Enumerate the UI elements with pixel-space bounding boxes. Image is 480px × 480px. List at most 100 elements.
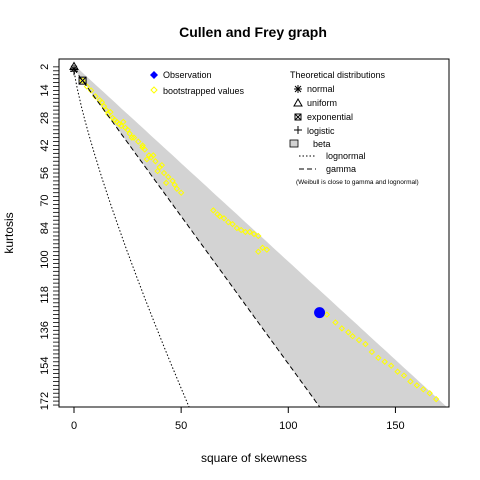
legend-right: Theoretical distributions normal uniform…: [289, 70, 419, 186]
bootstrap-point-67: [400, 372, 408, 379]
lognormal-line: [73, 68, 190, 407]
bootstrap-point-15: [120, 118, 127, 126]
bootstrap-point-20: [130, 134, 138, 141]
bootstrap-point-1: [83, 83, 91, 90]
theoretical-markers: [69, 61, 87, 85]
bootstrap-point-28: [160, 169, 168, 177]
bootstrap-point-44: [225, 218, 232, 226]
legend-normal: normal: [307, 84, 335, 94]
bootstrap-point-56: [332, 319, 339, 326]
y-tick-label-2: 28: [39, 112, 51, 124]
y-axis-label: kurtosis: [2, 212, 16, 253]
gamma-line: [73, 68, 321, 407]
bootstrap-point-30: [171, 181, 178, 189]
bootstrap-point-50: [250, 230, 258, 238]
bootstrap-point-36: [158, 161, 166, 169]
legend-exponential: exponential: [307, 112, 353, 122]
y-tick-label-7: 100: [39, 250, 51, 268]
uniform-legend-icon: [293, 97, 303, 107]
beta-legend-icon: [289, 139, 299, 148]
bootstrap-point-59: [349, 333, 356, 340]
y-tick-label-3: 42: [39, 139, 51, 151]
bootstrap-point-62: [368, 348, 376, 356]
bootstrap-point-54: [255, 248, 262, 255]
bootstrap-point-68: [407, 378, 414, 385]
bootstrap-point-7: [102, 106, 110, 114]
bootstrap-point-51: [255, 232, 262, 240]
bootstrap-point-25: [147, 154, 155, 161]
logistic-legend-icon: [294, 126, 302, 134]
bootstrap-point-18: [126, 130, 133, 137]
bootstrap-point-33: [143, 156, 151, 163]
bootstrap-point-23: [141, 146, 148, 153]
bootstrap-point-72: [432, 395, 440, 403]
exponential-legend-icon: [294, 113, 302, 121]
bootstrap-point-14: [117, 122, 125, 130]
bootstrap-point-17: [124, 126, 131, 133]
exponential-marker: [78, 76, 87, 85]
x-axis: 0 50 100 150: [71, 407, 405, 432]
y-tick-label-5: 70: [39, 194, 51, 206]
y-tick-label-6: 84: [39, 222, 51, 234]
normal-legend-icon: [294, 85, 302, 93]
legend-observation: Observation: [163, 70, 212, 80]
bootstrap-point-53: [263, 246, 271, 253]
x-axis-label: square of skewness: [201, 451, 307, 465]
bootstrap-points: [79, 77, 440, 403]
bootstrap-point-43: [220, 215, 228, 222]
bootstrap-point-0: [79, 77, 86, 84]
bootstrap-point-57: [338, 325, 346, 332]
legend-weibull-note: (Weibull is close to gamma and lognormal…: [296, 179, 419, 186]
bootstrap-point-47: [237, 226, 245, 234]
bootstrap-point-52: [259, 244, 266, 251]
bootstrap-point-26: [152, 158, 159, 165]
bootstrap-point-46: [233, 224, 241, 232]
observation-legend-icon: [150, 71, 158, 79]
bootstrap-point-49: [246, 228, 253, 236]
bootstrap-point-40: [210, 207, 217, 214]
chart-title: Cullen and Frey graph: [179, 24, 327, 40]
bootstrap-point-58: [345, 329, 352, 336]
y-tick-label-1: 14: [39, 84, 51, 96]
bootstrap-point-66: [394, 368, 401, 375]
bootstrap-point-64: [381, 358, 388, 365]
logistic-marker: [70, 67, 78, 76]
bootstrap-point-39: [173, 185, 181, 192]
legend-gamma: gamma: [326, 164, 356, 174]
y-axis: 2 14 28 42 56 70 84 100 118 136 154 172: [39, 64, 59, 410]
bootstrap-point-48: [242, 228, 249, 236]
bootstrap-point-9: [107, 108, 114, 116]
x-tick-label-3: 150: [386, 420, 404, 432]
legend-left: Observation bootstrapped values: [150, 70, 245, 96]
bootstrap-point-21: [135, 138, 142, 145]
bootstrap-point-5: [98, 99, 106, 106]
plot-frame: [58, 58, 450, 408]
y-tick-label-9: 136: [39, 321, 51, 339]
legend-bootstrap: bootstrapped values: [163, 86, 245, 96]
x-tick-label-1: 50: [175, 420, 187, 432]
bootstrap-point-65: [387, 362, 395, 369]
y-tick-label-11: 172: [39, 392, 51, 410]
y-tick-label-0: 2: [39, 64, 51, 70]
bootstrap-point-61: [362, 340, 369, 348]
bootstrap-point-29: [165, 173, 172, 181]
y-tick-label-10: 154: [39, 357, 51, 375]
bootstrap-point-38: [169, 177, 176, 185]
x-tick-label-0: 0: [71, 420, 77, 432]
bootstrap-point-19: [128, 134, 136, 141]
beta-region: [74, 64, 447, 407]
bootstrap-point-31: [177, 189, 185, 196]
legend-beta: beta: [313, 139, 331, 149]
bootstrap-point-60: [355, 336, 363, 344]
bootstrap-point-35: [154, 167, 161, 175]
legend-lognormal: lognormal: [326, 151, 366, 161]
x-tick-label-2: 100: [279, 420, 297, 432]
bootstrap-point-34: [150, 152, 157, 159]
bootstrap-point-42: [216, 213, 223, 220]
bootstrap-point-69: [413, 382, 421, 389]
bootstrap-point-70: [420, 386, 427, 393]
bootstrap-point-32: [139, 142, 146, 149]
y-tick-label-4: 56: [39, 167, 51, 179]
bootstrap-point-45: [229, 220, 236, 228]
bootstrap-point-63: [375, 354, 382, 362]
